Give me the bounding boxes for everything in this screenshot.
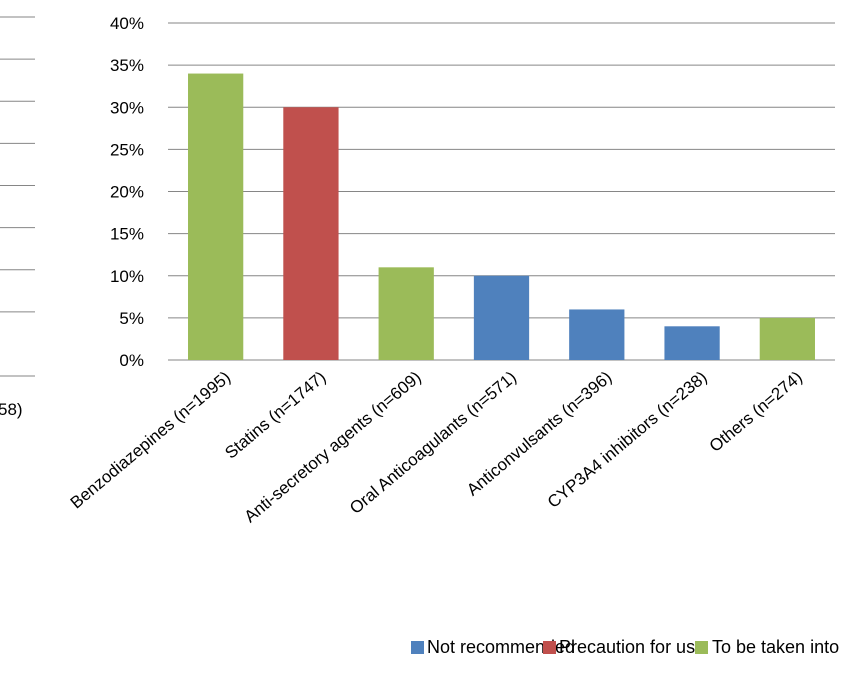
x-tick-label: CYP3A4 inhibitors (n=238) (544, 368, 711, 512)
x-tick-label: Others (n=274) (706, 368, 806, 456)
partial-left-chart: 58) (0, 16, 35, 419)
y-tick-label: 35% (110, 56, 144, 75)
bar-3 (378, 267, 434, 360)
legend-swatch (695, 641, 708, 654)
y-tick-label: 0% (119, 351, 144, 370)
bar-7 (759, 317, 815, 360)
x-axis: Benzodiazepines (n=1995)Statins (n=1747)… (67, 368, 806, 527)
y-tick-label: 15% (110, 225, 144, 244)
y-axis: 0% 5% 10% 15% 20% 25% 30% 35% 40% (110, 14, 144, 370)
y-tick-label: 20% (110, 183, 144, 202)
x-tick-label: Benzodiazepines (n=1995) (67, 368, 235, 513)
legend-swatch (411, 641, 424, 654)
x-tick-label: Statins (n=1747) (221, 368, 329, 463)
legend-swatch (543, 641, 556, 654)
gridlines (168, 22, 835, 361)
x-tick-label: Oral Anticoagulants (n=571) (346, 368, 520, 518)
bar-5 (569, 309, 625, 360)
bar-4 (473, 275, 530, 360)
x-tick-label: Anti-secretory agents (n=609) (241, 368, 425, 527)
y-tick-label: 40% (110, 14, 144, 33)
bar-2 (283, 107, 339, 360)
bar-6 (664, 326, 720, 360)
y-tick-label: 5% (119, 309, 144, 328)
legend-label: Not recommended (427, 637, 575, 657)
fragment-label: 58) (0, 400, 23, 419)
y-tick-label: 10% (110, 267, 144, 286)
legend-label: Precaution for use (559, 637, 705, 657)
y-tick-label: 25% (110, 140, 144, 159)
y-tick-label: 30% (110, 98, 144, 117)
legend-label: To be taken into account (712, 637, 843, 657)
bars (188, 73, 815, 361)
bar-1 (188, 73, 244, 361)
